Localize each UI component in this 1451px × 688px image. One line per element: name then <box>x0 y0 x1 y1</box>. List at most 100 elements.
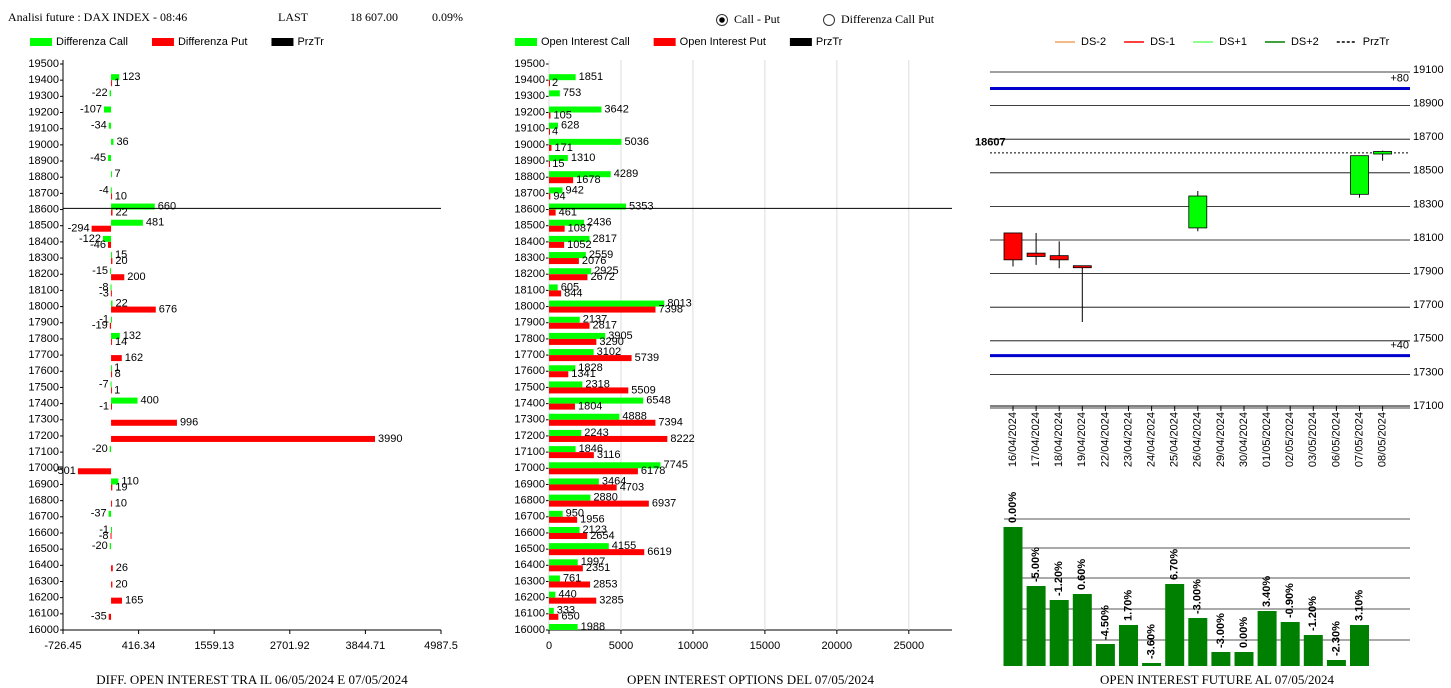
legend-swatch <box>515 38 537 46</box>
y-tick-label: 18900 <box>514 155 545 167</box>
bar-label: 3905 <box>608 330 632 342</box>
bar-label: 22 <box>116 297 128 309</box>
y-tick-label: 18600 <box>28 203 59 215</box>
y-tick-label: 18100 <box>1413 232 1444 244</box>
bar <box>1142 663 1162 666</box>
bar <box>111 435 376 442</box>
bar-label: 0.60% <box>1076 559 1088 590</box>
bar <box>111 203 155 210</box>
y-tick-label: 18300 <box>28 252 59 264</box>
y-tick-label: 19100 <box>28 123 59 135</box>
bar-label: 22 <box>116 206 128 218</box>
bar <box>110 290 112 297</box>
bar <box>1211 652 1231 666</box>
bar-label: -8 <box>99 530 109 542</box>
bar-label: -1 <box>99 401 109 413</box>
bar <box>1350 625 1369 666</box>
bar-label: 94 <box>553 190 565 202</box>
bar <box>549 338 597 345</box>
bar <box>549 138 622 145</box>
y-tick-label: 16400 <box>28 559 59 571</box>
bar <box>1072 594 1092 666</box>
y-tick-label: 18900 <box>28 155 59 167</box>
bar-label: 676 <box>159 303 177 315</box>
bar-label: -34 <box>91 120 107 132</box>
radio[interactable] <box>823 14 835 26</box>
x-tick-label: 18/04/2024 <box>1053 412 1065 467</box>
bar <box>549 284 558 291</box>
radio-label[interactable]: Differenza Call Put <box>841 12 935 26</box>
bar-label: 1851 <box>579 71 603 83</box>
bar-label: 6178 <box>641 465 665 477</box>
legend-label: Differenza Call <box>56 36 128 48</box>
last-label: LAST <box>278 10 309 24</box>
bar-label: 2076 <box>582 255 606 267</box>
bar <box>111 397 138 404</box>
bar-label: 6937 <box>652 498 676 510</box>
bar <box>549 429 582 436</box>
y-tick-label: 17800 <box>28 333 59 345</box>
bar-label: 20 <box>115 255 127 267</box>
bar-label: -1.20% <box>1307 596 1319 631</box>
bar-label: -1.20% <box>1053 561 1065 596</box>
y-tick-label: 16100 <box>28 608 59 620</box>
y-tick-label: 16100 <box>514 608 545 620</box>
chart-title: OPEN INTEREST FUTURE AL 07/05/2024 <box>1100 672 1335 687</box>
candle-body <box>1350 155 1369 195</box>
bar-label: 2654 <box>590 530 614 542</box>
bar <box>549 565 583 572</box>
bar-label: 2880 <box>593 492 617 504</box>
bar-label: 2817 <box>593 320 617 332</box>
y-tick-label: 19000 <box>514 139 545 151</box>
bar-label: 1678 <box>576 174 600 186</box>
bar <box>110 403 112 410</box>
bar <box>549 144 552 151</box>
bar-label: 1 <box>114 384 120 396</box>
bar-label: 461 <box>559 206 577 218</box>
y-tick-label: 17100 <box>28 446 59 458</box>
y-tick-label: 16300 <box>514 575 545 587</box>
bar <box>549 419 656 426</box>
bar-label: 3990 <box>378 433 402 445</box>
bar <box>549 128 550 135</box>
legend-swatch <box>151 38 174 46</box>
bar <box>549 155 568 162</box>
bar-label: 162 <box>125 352 143 364</box>
bar <box>77 468 112 475</box>
bar <box>111 478 119 485</box>
bar-label: 7 <box>115 168 121 180</box>
bar-label: 105 <box>554 109 572 121</box>
bar <box>111 581 113 588</box>
y-tick-label: 18600 <box>514 203 545 215</box>
y-tick-label: 17300 <box>514 414 545 426</box>
bar <box>549 365 576 372</box>
bar <box>549 74 576 81</box>
x-tick-label: 24/04/2024 <box>1146 412 1158 467</box>
y-tick-label: 16700 <box>28 511 59 523</box>
y-tick-label: 17200 <box>514 430 545 442</box>
bar <box>1003 527 1023 666</box>
x-tick-label: 03/05/2024 <box>1307 412 1319 467</box>
bar-label: 110 <box>121 475 139 487</box>
legend-swatch <box>789 38 812 46</box>
bar-label: 2137 <box>583 314 607 326</box>
bar-label: -4 <box>99 184 109 196</box>
bar <box>549 171 611 178</box>
y-tick-label: 18200 <box>514 268 545 280</box>
bar <box>549 322 590 329</box>
x-tick-label: 4987.5 <box>424 640 458 652</box>
y-tick-label: 17600 <box>28 365 59 377</box>
bar <box>549 332 606 339</box>
bar <box>111 419 177 426</box>
bar <box>549 203 627 210</box>
y-tick-label: 16900 <box>514 478 545 490</box>
radio-label[interactable]: Call - Put <box>734 12 781 26</box>
bar-label: 628 <box>561 120 579 132</box>
bar-label: 950 <box>566 508 584 520</box>
bar <box>549 274 588 281</box>
bar-label: 3464 <box>602 475 626 487</box>
y-tick-label: 18200 <box>28 268 59 280</box>
bar <box>549 500 649 507</box>
bar-label: 1828 <box>578 362 602 374</box>
bar <box>549 316 580 323</box>
